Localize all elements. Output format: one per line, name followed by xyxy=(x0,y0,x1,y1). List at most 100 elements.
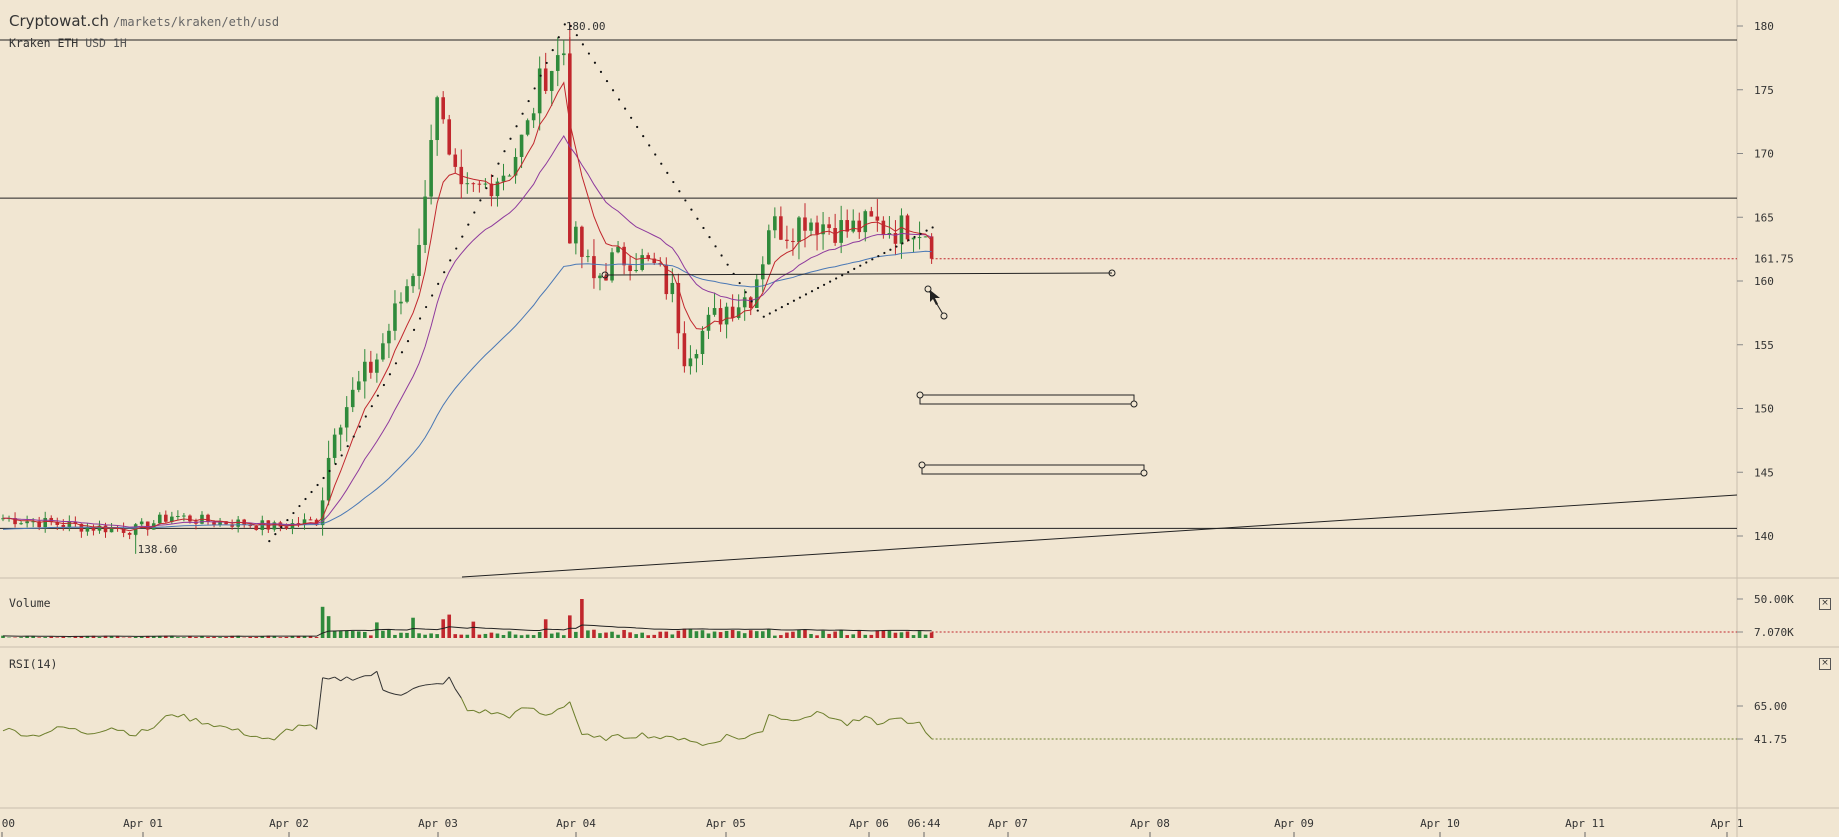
volume-bar xyxy=(338,630,343,638)
price-tick-label: 150 xyxy=(1754,403,1774,416)
volume-bar xyxy=(278,637,283,638)
rsi-line-segment xyxy=(340,676,347,682)
rsi-line-segment xyxy=(641,732,649,739)
sar-dot xyxy=(328,469,331,473)
volume-bar xyxy=(676,630,681,638)
volume-bar xyxy=(519,635,524,638)
candle-body xyxy=(785,239,789,241)
volume-bar xyxy=(839,629,843,638)
volume-bar xyxy=(736,631,741,638)
x-tick-label: Apr 03 xyxy=(418,817,458,830)
volume-bar xyxy=(803,629,807,638)
rsi-line-segment xyxy=(858,715,866,722)
volume-bar xyxy=(236,635,240,638)
rsi-line-segment xyxy=(33,734,40,737)
rsi-line-segment xyxy=(798,717,806,721)
volume-bar xyxy=(320,606,325,638)
sar-dot xyxy=(557,36,560,39)
volume-bar xyxy=(19,637,23,638)
rsi-tick-label: 65.00 xyxy=(1754,700,1787,713)
rsi-line-segment xyxy=(334,676,341,682)
rsi-line-segment xyxy=(274,733,281,741)
candle-body xyxy=(592,256,596,279)
candle-body xyxy=(164,514,168,522)
rsi-line-segment xyxy=(442,676,450,685)
rsi-line-segment xyxy=(635,732,643,739)
volume-bar xyxy=(501,635,506,638)
candle-body xyxy=(760,264,765,280)
ema-fast-line xyxy=(2,81,932,532)
volume-bar xyxy=(724,630,729,638)
candle-body xyxy=(453,154,458,167)
candle-body xyxy=(25,521,29,524)
volume-bar xyxy=(459,634,464,638)
volume-bar xyxy=(399,632,403,638)
rsi-line-segment xyxy=(883,718,890,724)
volume-bar xyxy=(139,636,144,638)
cursor-pointer-icon xyxy=(930,290,940,305)
rsi-line-segment xyxy=(611,734,619,737)
candle-body xyxy=(531,113,536,121)
candle-body xyxy=(369,361,373,373)
candle-body xyxy=(31,521,35,523)
candle-body xyxy=(501,175,506,182)
candle-body xyxy=(519,134,524,157)
volume-bar xyxy=(73,636,78,638)
sar-dot xyxy=(672,180,675,184)
drawing-handle xyxy=(940,312,948,320)
volume-bar xyxy=(248,636,253,638)
rsi-line-segment xyxy=(93,731,100,735)
price-tick-label: 140 xyxy=(1754,530,1774,543)
sar-dot xyxy=(816,286,820,290)
volume-bar xyxy=(634,634,638,638)
volume-bar xyxy=(194,637,198,638)
sar-dot xyxy=(630,116,633,119)
volume-bar xyxy=(875,630,880,638)
sar-dot xyxy=(280,525,283,529)
sar-dot xyxy=(762,315,765,318)
candle-body xyxy=(580,226,584,257)
candle-body xyxy=(393,303,397,331)
sar-dot xyxy=(919,232,922,235)
candle-body xyxy=(405,286,409,302)
price-tick-label: 160 xyxy=(1754,275,1774,288)
volume-bar xyxy=(471,621,476,638)
sar-dot xyxy=(455,247,458,250)
volume-bar xyxy=(435,634,439,638)
volume-bar xyxy=(887,630,892,638)
sar-dot xyxy=(539,74,542,77)
candle-body xyxy=(417,244,421,276)
candle-body xyxy=(37,521,41,528)
rsi-line-segment xyxy=(292,724,299,731)
rsi-line-segment xyxy=(406,688,414,693)
rsi-line-segment xyxy=(171,714,179,718)
close-volume-icon[interactable]: × xyxy=(1819,598,1831,610)
x-tick-label: Apr 06 xyxy=(849,817,889,830)
sar-dot xyxy=(473,211,476,214)
volume-bar xyxy=(489,632,494,638)
candle-body xyxy=(127,532,132,535)
rsi-line-segment xyxy=(829,717,836,720)
candle-body xyxy=(911,237,916,240)
rsi-line-segment xyxy=(714,740,721,744)
sar-dot xyxy=(660,162,663,165)
rsi-line-segment xyxy=(617,734,625,739)
candle-body xyxy=(97,525,102,531)
volume-bar xyxy=(640,632,644,638)
candle-body xyxy=(803,217,807,231)
candle-body xyxy=(176,516,180,518)
rsi-line-segment xyxy=(183,713,191,722)
volume-bars xyxy=(1,599,934,638)
sar-dot xyxy=(376,394,379,397)
volume-bar xyxy=(742,633,747,638)
volume-bar xyxy=(332,630,337,638)
candle-body xyxy=(851,220,856,232)
candle-body xyxy=(399,301,403,304)
close-rsi-icon[interactable]: × xyxy=(1819,658,1831,670)
rsi-line-segment xyxy=(195,717,203,725)
candle-body xyxy=(290,523,295,529)
sar-dot xyxy=(726,263,729,266)
site-name[interactable]: Cryptowat.ch xyxy=(9,12,109,30)
rsi-line-segment xyxy=(720,733,727,742)
